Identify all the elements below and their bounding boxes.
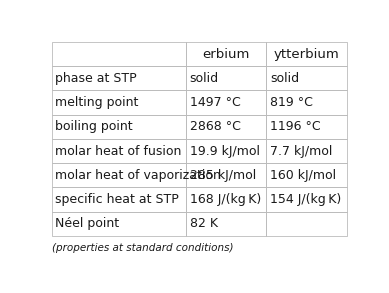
Text: Néel point: Néel point (55, 217, 119, 230)
Text: phase at STP: phase at STP (55, 72, 137, 85)
Bar (186, 139, 266, 163)
Bar (186, 188, 266, 212)
Bar (266, 188, 347, 212)
Bar (52, 139, 186, 163)
Bar (266, 163, 347, 188)
Text: boiling point: boiling point (55, 120, 133, 133)
Text: 160 kJ/mol: 160 kJ/mol (270, 169, 336, 182)
Bar (52, 115, 186, 139)
Text: 168 J/(kg K): 168 J/(kg K) (190, 193, 261, 206)
Bar (186, 91, 266, 115)
Text: 1497 °C: 1497 °C (190, 96, 240, 109)
Bar (186, 163, 266, 188)
Text: 285 kJ/mol: 285 kJ/mol (190, 169, 256, 182)
Text: solid: solid (190, 72, 219, 85)
Bar (266, 66, 347, 91)
Text: 82 K: 82 K (190, 217, 218, 230)
Bar (186, 115, 266, 139)
Text: erbium: erbium (203, 47, 250, 61)
Bar (52, 212, 186, 236)
Text: 7.7 kJ/mol: 7.7 kJ/mol (270, 144, 333, 158)
Bar (52, 66, 186, 91)
Text: ytterbium: ytterbium (274, 47, 340, 61)
Bar (52, 91, 186, 115)
Text: molar heat of fusion: molar heat of fusion (55, 144, 182, 158)
Bar (52, 163, 186, 188)
Bar (266, 42, 347, 66)
Bar (266, 212, 347, 236)
Text: 819 °C: 819 °C (270, 96, 313, 109)
Text: 154 J/(kg K): 154 J/(kg K) (270, 193, 341, 206)
Text: 1196 °C: 1196 °C (270, 120, 321, 133)
Text: specific heat at STP: specific heat at STP (55, 193, 179, 206)
Text: 19.9 kJ/mol: 19.9 kJ/mol (190, 144, 260, 158)
Bar (266, 91, 347, 115)
Bar (186, 66, 266, 91)
Bar (266, 139, 347, 163)
Text: molar heat of vaporization: molar heat of vaporization (55, 169, 221, 182)
Bar (266, 115, 347, 139)
Text: solid: solid (270, 72, 299, 85)
Text: (properties at standard conditions): (properties at standard conditions) (52, 243, 233, 253)
Text: 2868 °C: 2868 °C (190, 120, 240, 133)
Bar (52, 42, 186, 66)
Bar (186, 212, 266, 236)
Bar (186, 42, 266, 66)
Text: melting point: melting point (55, 96, 138, 109)
Bar (52, 188, 186, 212)
